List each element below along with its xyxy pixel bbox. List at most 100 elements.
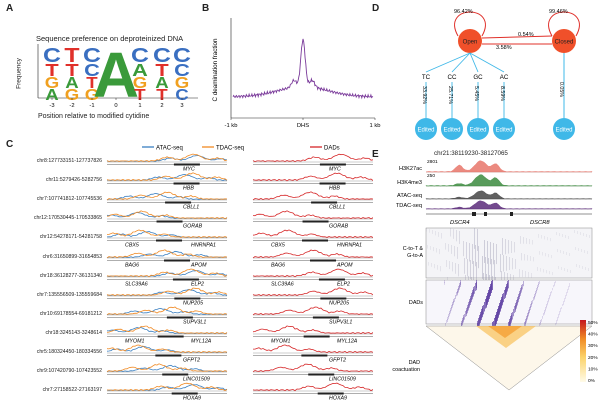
e-heatmap-cell	[470, 298, 471, 305]
e-heatmap-cell	[560, 308, 561, 311]
track-row: HBB HBB	[106, 172, 373, 191]
gene-exon	[157, 335, 184, 338]
e-heatmap-cell	[538, 234, 539, 238]
e-heatmap-cell	[531, 273, 532, 278]
e-track-name: TDAC-seq	[396, 203, 422, 209]
e-heatmap-cell	[454, 246, 455, 257]
e-heatmap-cell	[512, 258, 513, 270]
e-gene-exon	[472, 212, 476, 216]
e-heatmap-cell	[451, 305, 452, 309]
e-heatmap-cell	[479, 317, 480, 326]
e-heatmap-cell	[502, 296, 503, 306]
e-heatmap-cell	[493, 243, 494, 265]
logo-letter: C	[83, 43, 101, 66]
e-heatmap-cell	[448, 244, 449, 252]
tdac-track	[106, 363, 228, 373]
e-heatmap-cell	[564, 300, 565, 303]
e-heatmap-cell	[551, 255, 552, 259]
e-heatmap-cell	[485, 299, 486, 309]
e-heatmap-cell	[522, 270, 523, 278]
closed-self-loop	[548, 11, 580, 37]
e-heatmap-cell	[490, 286, 491, 296]
panel-a-ylabel: Frequency	[15, 58, 23, 89]
e-heatmap-cell	[528, 310, 529, 315]
e-heatmap-cell	[528, 272, 529, 278]
e-heatmap-cell	[567, 291, 568, 294]
e-heatmap-cell	[426, 228, 427, 232]
gene-exon	[173, 182, 200, 185]
e-heat-label: DADs	[409, 300, 423, 306]
e-heatmap-cell	[554, 282, 555, 285]
tdac-track	[106, 306, 228, 315]
e-heatmap-edits	[425, 227, 593, 279]
gene-exon	[171, 392, 198, 395]
e-heatmap-cell	[558, 316, 559, 319]
e-heatmap-cell	[520, 288, 521, 294]
context-label: CC	[448, 74, 457, 81]
track-coordinate: chr18:3245143-3248614	[45, 329, 102, 336]
logo-letter: C	[175, 86, 188, 103]
e-heatmap-cell	[449, 311, 450, 315]
e-heatmap-cell	[430, 246, 431, 250]
e-heatmap-cell	[536, 288, 537, 292]
gene-name: BAG6	[125, 262, 139, 267]
e-heatmap-cell	[485, 257, 486, 280]
e-heatmap-cell	[476, 282, 477, 291]
e-heatmap-cell	[564, 268, 565, 272]
e-heatmap-cell	[472, 244, 473, 264]
dads-track	[252, 325, 373, 335]
e-heatmap-cell	[498, 308, 499, 318]
gene-exon	[162, 373, 189, 376]
e-gene-exon	[484, 212, 487, 216]
track-coordinate: chr11:5279426-5282756	[45, 177, 102, 184]
e-heatmap-cell	[456, 292, 457, 297]
edited-node-label: Edited	[443, 128, 460, 134]
panel-e-region: chr21:38119230-38127065	[434, 150, 508, 157]
e-heatmap-cell	[563, 301, 564, 304]
e-heatmap-cell	[473, 289, 474, 297]
e-heatmap-cell	[455, 263, 456, 274]
context-pct: 33.92%	[421, 86, 427, 104]
e-heatmap-cell	[484, 240, 485, 263]
e-heatmap-cell	[451, 245, 452, 254]
e-heatmap-cell	[444, 282, 445, 285]
tdac-track	[106, 191, 228, 201]
e-heatmap-cell	[453, 299, 454, 303]
gene-name: HOXA9	[183, 396, 201, 400]
logo-x-ticklabel: 0	[114, 103, 117, 109]
logo-letter: A	[155, 74, 168, 91]
e-colorbar-tick: 50%	[588, 320, 598, 326]
gene-exon	[303, 335, 330, 338]
e-heatmap-cell	[578, 248, 579, 252]
e-heatmap-cell	[452, 262, 453, 272]
logo-x-ticklabel: -1	[89, 103, 94, 109]
e-heatmap-cell	[450, 308, 451, 312]
e-heatmap-cell	[519, 269, 520, 278]
e-heatmap-cell	[488, 292, 489, 302]
gene-name: HBB	[329, 186, 340, 191]
e-heatmap-cell	[542, 316, 543, 319]
e-heatmap-cell	[576, 264, 577, 268]
e-heatmap-cell	[494, 318, 495, 328]
e-heatmap-cell	[447, 319, 448, 323]
track-row: SUPV3L1 SUPV3L1	[106, 306, 373, 324]
e-heatmap-cell	[528, 312, 529, 317]
e-heatmap-cell	[459, 285, 460, 290]
dads-track	[252, 382, 373, 392]
e-heatmap-cell	[434, 264, 435, 269]
e-heatmap-cell	[539, 251, 540, 255]
e-heatmap-cell	[564, 298, 565, 301]
e-heatmap-cell	[449, 261, 450, 270]
e-colorbar	[580, 320, 586, 382]
gene-name: HBB	[183, 186, 194, 191]
e-heatmap-cell	[525, 319, 526, 324]
e-heatmap-cell	[581, 249, 582, 253]
logo-letter: G	[175, 74, 189, 91]
e-heatmap-cell	[550, 292, 551, 295]
e-heatmap-cell	[580, 232, 581, 236]
e-heatmap-cell	[445, 323, 446, 326]
gene-name: GORAB	[329, 224, 349, 229]
open-to-context-edge	[469, 52, 505, 73]
e-heat-label: C-to-T & G-to-A	[403, 246, 424, 259]
logo-letter: G	[85, 86, 99, 103]
